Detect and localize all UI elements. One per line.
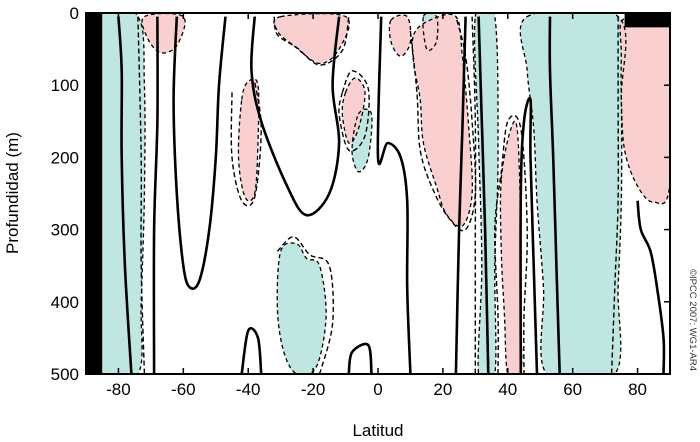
y-tick-label-100: 100 (51, 76, 79, 95)
positive-region-north-40-warm (500, 121, 522, 374)
solid-contour-2 (250, 16, 341, 217)
positive-region-south-30-warm (238, 78, 259, 202)
solid-contour-7 (477, 16, 490, 374)
negative-region-south-25-cold (277, 242, 327, 374)
mask-arctic-cap (624, 13, 670, 28)
y-tick-label-500: 500 (51, 365, 79, 384)
y-axis-title: Profundidad (m) (3, 132, 22, 254)
region-outline-1 (619, 13, 670, 205)
tick-labels: -80 -60 -40 -20 0 20 40 60 80 0 100 200 300 400 500 (51, 4, 647, 399)
solid-contour-1 (172, 16, 227, 291)
x-tick-label-20: 20 (433, 380, 452, 399)
positive-region-tropical-north-warm (412, 14, 473, 227)
dashed-contour-8 (338, 70, 370, 152)
solid-contour-4 (347, 342, 373, 374)
positive-region-arctic-warm (620, 13, 670, 204)
x-tick-label--40: -40 (236, 380, 261, 399)
x-axis-title: Latitud (352, 421, 403, 440)
y-tick-label-400: 400 (51, 293, 79, 312)
solid-contour-9 (548, 16, 561, 374)
axis-ticks (86, 12, 670, 375)
dashed-contour-4 (409, 16, 477, 232)
dashed-contour-0 (137, 16, 146, 374)
positive-region-equator-north-warm (389, 14, 411, 57)
negative-region-north-60-cold (520, 13, 626, 374)
land-mask-layer (86, 13, 670, 374)
region-outline-9 (519, 13, 627, 374)
solid-contour-8 (519, 96, 539, 374)
ipcc-credit: ©IPCC 2007: WG1-AR4 (687, 269, 698, 371)
region-outline-2 (499, 120, 523, 374)
mask-antarctica-land (86, 13, 103, 374)
x-tick-label-0: 0 (373, 380, 382, 399)
region-outline-5 (341, 77, 366, 145)
x-tick-label-80: 80 (628, 380, 647, 399)
dashed-contour-1 (230, 81, 262, 207)
x-tick-label--80: -80 (106, 380, 131, 399)
x-tick-label-40: 40 (498, 380, 517, 399)
fills-layer (90, 13, 670, 374)
region-outline-3 (237, 78, 260, 202)
dashed-contour-3 (273, 16, 350, 66)
solid-contour-6 (454, 16, 467, 374)
positive-region-mid-lat-south-warm (342, 78, 366, 144)
solid-contour-11 (117, 16, 133, 374)
positive-region-south-20-surface-warm (273, 13, 350, 64)
y-tick-label-300: 300 (51, 221, 79, 240)
solid-contour-10 (636, 200, 666, 374)
solid-contour-0 (152, 16, 159, 374)
y-tick-label-0: 0 (70, 4, 79, 23)
region-outline-12 (351, 108, 373, 173)
x-tick-label--20: -20 (301, 380, 326, 399)
x-tick-label-60: 60 (563, 380, 582, 399)
region-outline-0 (411, 13, 473, 228)
negative-region-antarctic-cold (90, 13, 146, 374)
region-outline-6 (141, 13, 186, 54)
region-outline-7 (388, 14, 412, 57)
region-outline-11 (276, 242, 327, 374)
plot-area (86, 13, 670, 374)
y-tick-label-200: 200 (51, 148, 79, 167)
dashed-contour-6 (610, 16, 620, 374)
dashed-contour-7 (471, 16, 477, 374)
dashed-contour-2 (276, 236, 334, 374)
solid-contour-3 (240, 326, 263, 374)
region-outline-4 (273, 13, 350, 65)
region-outline-13 (422, 13, 439, 52)
x-tick-label--60: -60 (171, 380, 196, 399)
region-outline-10 (473, 13, 499, 374)
solid-contour-5 (376, 16, 412, 374)
